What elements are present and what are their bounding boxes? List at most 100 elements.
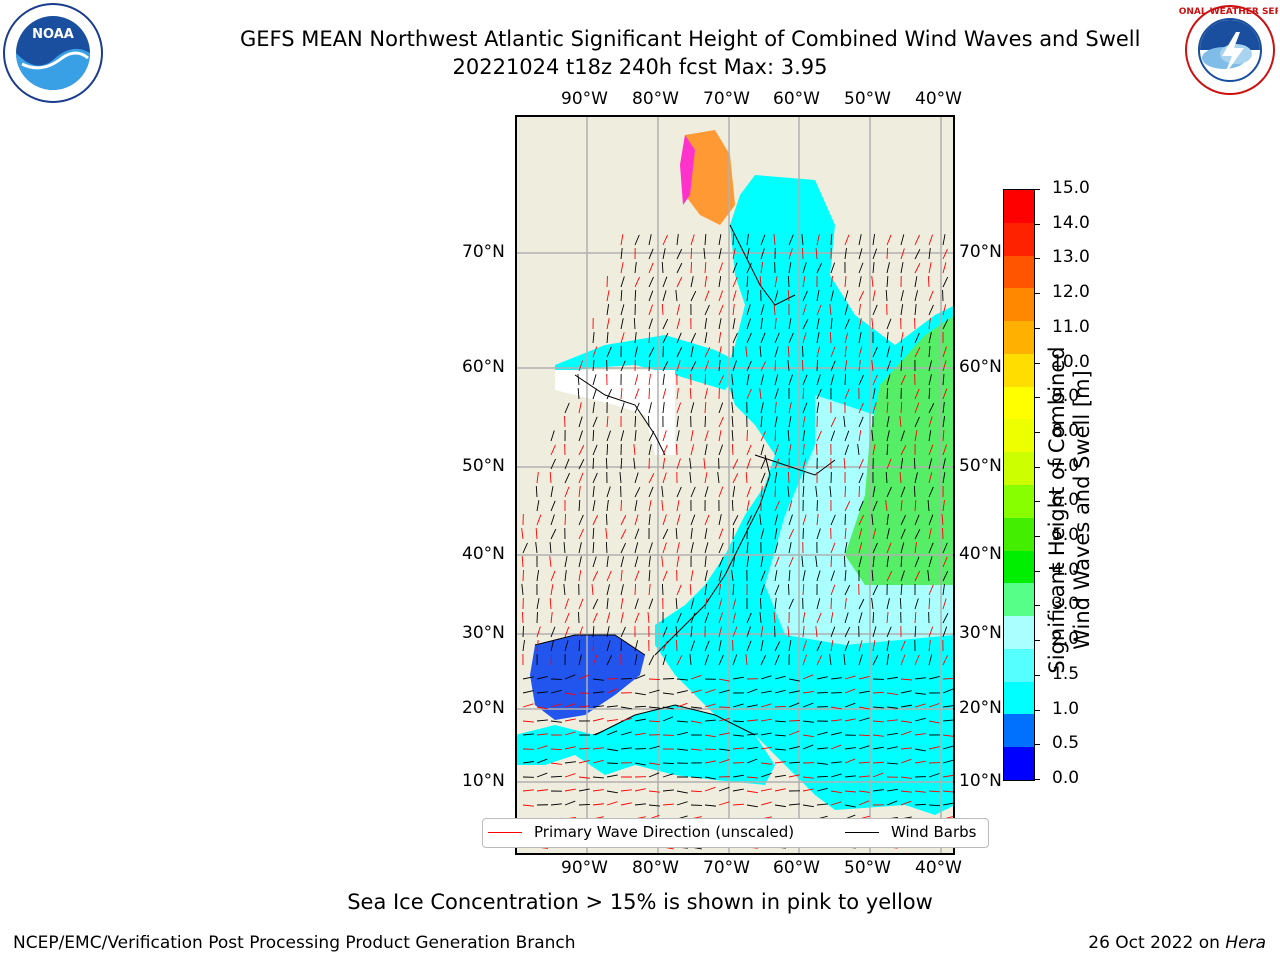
vector-mark: [928, 262, 932, 274]
vector-mark: [928, 804, 941, 807]
vector-mark: [872, 304, 878, 316]
vector-mark: [830, 346, 836, 358]
vector-mark: [858, 542, 863, 554]
lat-label-left: 50°N: [462, 456, 505, 476]
vector-mark: [592, 514, 599, 526]
vector-mark: [648, 262, 654, 274]
vector-mark: [900, 747, 912, 750]
vector-mark: [578, 639, 581, 652]
lon-label-top: 70°W: [703, 89, 750, 109]
vector-mark: [606, 584, 610, 596]
vector-mark: [522, 804, 534, 807]
vector-mark: [578, 514, 584, 526]
vector-mark: [858, 556, 863, 568]
colorbar-tick-mark: [1034, 674, 1040, 676]
colorbar-tick-mark: [1034, 258, 1040, 260]
vector-mark: [872, 444, 876, 456]
vector-mark: [816, 528, 821, 540]
vector-mark: [592, 360, 595, 372]
vector-mark: [536, 626, 541, 638]
vector-mark: [914, 388, 920, 400]
vector-mark: [774, 416, 778, 428]
vector-mark: [914, 472, 918, 484]
vector-mark: [830, 706, 842, 710]
vector-mark: [592, 691, 604, 694]
vector-mark: [634, 289, 637, 302]
vector-mark: [802, 458, 807, 470]
vector-mark: [689, 458, 692, 470]
vector-mark: [858, 332, 862, 344]
vector-mark: [662, 773, 674, 778]
vector-mark: [942, 654, 949, 666]
vector-mark: [774, 458, 780, 470]
vector-mark: [830, 416, 837, 428]
vector-mark: [788, 248, 793, 260]
vector-mark: [844, 304, 849, 316]
vector-mark: [871, 360, 874, 372]
vector-mark: [732, 514, 739, 526]
footer-left: NCEP/EMC/Verification Post Processing Pr…: [13, 933, 576, 953]
vector-mark: [872, 248, 878, 260]
vector-mark: [620, 262, 624, 274]
vector-mark: [522, 703, 534, 708]
colorbar-tick-mark: [1034, 362, 1040, 364]
vector-mark: [578, 402, 582, 414]
vector-mark: [774, 346, 779, 358]
vector-mark: [858, 640, 863, 652]
vector-mark: [676, 654, 683, 666]
vector-mark: [732, 598, 737, 610]
vector-mark: [578, 556, 582, 568]
vector-mark: [718, 570, 723, 582]
vector-mark: [830, 290, 834, 302]
vector-mark: [718, 332, 722, 344]
lat-label-left: 10°N: [462, 771, 505, 791]
vector-mark: [550, 748, 563, 751]
vector-mark: [942, 346, 947, 358]
vector-field: [521, 233, 955, 850]
colorbar-segment: [1004, 550, 1034, 584]
vector-mark: [690, 234, 695, 246]
vector-mark: [774, 359, 776, 372]
vector-mark: [620, 457, 623, 470]
vector-mark: [942, 688, 954, 694]
vector-mark: [536, 691, 548, 694]
vector-mark: [900, 690, 912, 694]
vector-mark: [718, 542, 724, 554]
vector-mark: [662, 332, 669, 344]
vector-mark: [704, 233, 707, 246]
vector-mark: [718, 262, 724, 274]
vector-mark: [928, 597, 931, 610]
vector-mark: [927, 275, 930, 288]
vector-mark: [886, 732, 898, 736]
vector-mark: [942, 556, 948, 568]
vector-mark: [774, 734, 786, 737]
vector-mark: [844, 500, 851, 512]
vector-mark: [802, 262, 807, 274]
vector-mark: [536, 745, 548, 750]
vector-mark: [606, 626, 610, 638]
vector-mark: [829, 486, 832, 498]
vector-mark: [718, 248, 722, 260]
vector-mark: [676, 500, 680, 512]
vector-mark: [900, 584, 903, 596]
vector-mark: [774, 485, 776, 498]
vector-mark: [844, 688, 856, 694]
vector-mark: [872, 720, 884, 723]
vector-mark: [732, 304, 735, 316]
vector-mark: [690, 790, 703, 793]
vector-mark: [578, 486, 581, 498]
colorbar-tick-label: 2.0: [1052, 629, 1080, 650]
vector-mark: [676, 346, 683, 358]
vector-mark: [858, 304, 861, 316]
vector-mark: [578, 760, 590, 764]
vector-mark: [564, 556, 568, 568]
vector-mark: [648, 772, 660, 778]
vector-mark: [662, 789, 674, 792]
vector-mark: [661, 303, 664, 316]
vector-mark: [550, 775, 563, 778]
vector-mark: [549, 597, 552, 610]
map-frame: [515, 115, 955, 855]
vector-mark: [578, 430, 583, 442]
vector-mark: [914, 528, 921, 540]
vector-mark: [578, 416, 583, 428]
